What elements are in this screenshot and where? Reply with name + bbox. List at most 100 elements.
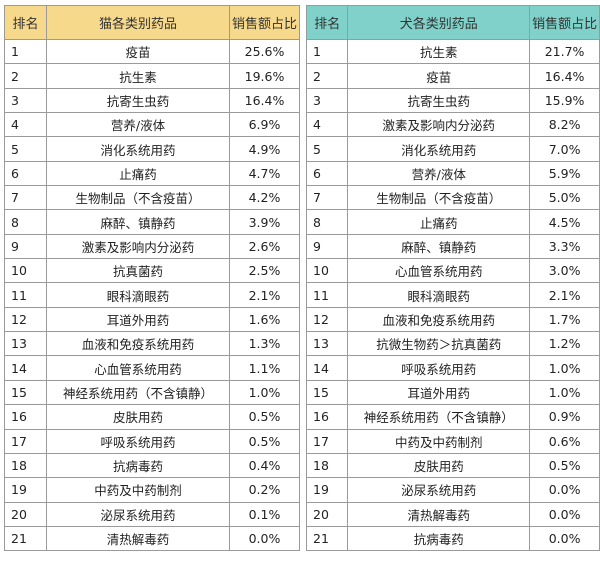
category-cell: 激素及影响内分泌药 [347,112,531,138]
rank-cell: 11 [4,282,47,308]
category-cell: 神经系统用药（不含镇静） [347,404,531,430]
category-cell: 激素及影响内分泌药 [46,233,230,260]
share-cell: 4.2% [229,185,300,211]
rank-cell: 15 [4,379,47,406]
table-row: 13 抗微生物药＞抗真菌药 1.2% [305,331,600,357]
rank-cell: 18 [4,452,47,479]
rank-cell: 1 [305,38,349,65]
category-cell: 生物制品（不含疫苗） [46,185,230,211]
share-cell: 1.6% [229,306,300,333]
category-cell: 麻醉、镇静药 [347,233,531,260]
table-row: 15 耳道外用药 1.0% [305,379,600,406]
rank-cell: 10 [305,258,349,284]
table-row: 14 心血管系统用药 1.1% [4,355,300,381]
share-cell: 0.2% [229,477,300,503]
category-cell: 血液和免疫系统用药 [347,306,531,333]
table-row: 21 抗病毒药 0.0% [305,525,600,552]
rank-cell: 20 [305,501,349,527]
category-cell: 清热解毒药 [46,525,230,552]
table-row: 20 泌尿系统用药 0.1% [4,501,300,527]
category-cell: 疫苗 [46,38,230,65]
category-cell: 皮肤用药 [347,452,531,479]
category-cell: 清热解毒药 [347,501,531,527]
rank-cell: 19 [305,477,349,503]
category-cell: 抗生素 [46,63,230,89]
share-cell: 0.4% [229,452,300,479]
table-row: 7 生物制品（不含疫苗） 4.2% [4,185,300,211]
rank-cell: 8 [4,209,47,235]
rank-cell: 20 [4,501,47,527]
rank-cell: 17 [4,428,47,454]
rank-cell: 11 [305,282,349,308]
rank-cell: 7 [305,185,349,211]
category-cell: 消化系统用药 [46,136,230,162]
table-row: 15 神经系统用药（不含镇静） 1.0% [4,379,300,406]
category-cell: 心血管系统用药 [46,355,230,381]
rank-cell: 12 [4,306,47,333]
rank-cell: 9 [4,233,47,260]
category-cell: 疫苗 [347,63,531,89]
share-cell: 3.9% [229,209,300,235]
table-row: 7 生物制品（不含疫苗） 5.0% [305,185,600,211]
rank-cell: 12 [305,306,349,333]
table-row: 11 眼科滴眼药 2.1% [305,282,600,308]
table-row: 17 呼吸系统用药 0.5% [4,428,300,454]
rank-cell: 21 [305,525,349,552]
rank-cell: 18 [305,452,349,479]
share-cell: 1.2% [529,331,600,357]
category-cell: 抗病毒药 [347,525,531,552]
rank-cell: 1 [4,38,47,65]
table-row: 18 皮肤用药 0.5% [305,452,600,479]
share-cell: 8.2% [529,112,600,138]
share-cell: 4.5% [529,209,600,235]
table-row: 19 中药及中药制剂 0.2% [4,477,300,503]
share-cell: 2.6% [229,233,300,260]
category-cell: 眼科滴眼药 [46,282,230,308]
share-cell: 16.4% [529,63,600,89]
share-cell: 0.5% [229,404,300,430]
dog-drug-sales-table: 排名 犬各类别药品 销售额占比 1 抗生素 21.7% 2 疫苗 16.4% 3 抗寄生虫药 1… [305,5,600,552]
header-share: 销售额占比 [229,5,300,40]
share-cell: 19.6% [229,63,300,89]
share-cell: 16.4% [229,87,300,114]
table-row: 4 激素及影响内分泌药 8.2% [305,112,600,138]
share-cell: 1.0% [229,379,300,406]
header-rank: 排名 [4,5,47,40]
table-row: 10 抗真菌药 2.5% [4,258,300,284]
category-cell: 中药及中药制剂 [347,428,531,454]
rank-cell: 3 [4,87,47,114]
share-cell: 0.5% [529,452,600,479]
share-cell: 0.5% [229,428,300,454]
category-cell: 皮肤用药 [46,404,230,430]
rank-cell: 10 [4,258,47,284]
table-row: 9 麻醉、镇静药 3.3% [305,233,600,260]
table-row: 3 抗寄生虫药 16.4% [4,87,300,114]
header-category: 猫各类别药品 [46,5,230,40]
share-cell: 0.0% [529,525,600,552]
category-cell: 消化系统用药 [347,136,531,162]
category-cell: 呼吸系统用药 [46,428,230,454]
table-row: 3 抗寄生虫药 15.9% [305,87,600,114]
share-cell: 1.3% [229,331,300,357]
table-row: 17 中药及中药制剂 0.6% [305,428,600,454]
share-cell: 0.6% [529,428,600,454]
table-row: 16 皮肤用药 0.5% [4,404,300,430]
header-rank: 排名 [305,5,349,40]
table-row: 21 清热解毒药 0.0% [4,525,300,552]
share-cell: 5.0% [529,185,600,211]
rank-cell: 14 [305,355,349,381]
share-cell: 0.0% [229,525,300,552]
share-cell: 3.0% [529,258,600,284]
share-cell: 1.1% [229,355,300,381]
category-cell: 抗寄生虫药 [347,87,531,114]
share-cell: 3.3% [529,233,600,260]
table-row: 4 营养/液体 6.9% [4,112,300,138]
rank-cell: 19 [4,477,47,503]
rank-cell: 13 [305,331,349,357]
category-cell: 呼吸系统用药 [347,355,531,381]
share-cell: 2.1% [229,282,300,308]
table-header-row: 排名 猫各类别药品 销售额占比 [4,5,300,40]
share-cell: 2.1% [529,282,600,308]
category-cell: 眼科滴眼药 [347,282,531,308]
rank-cell: 5 [4,136,47,162]
